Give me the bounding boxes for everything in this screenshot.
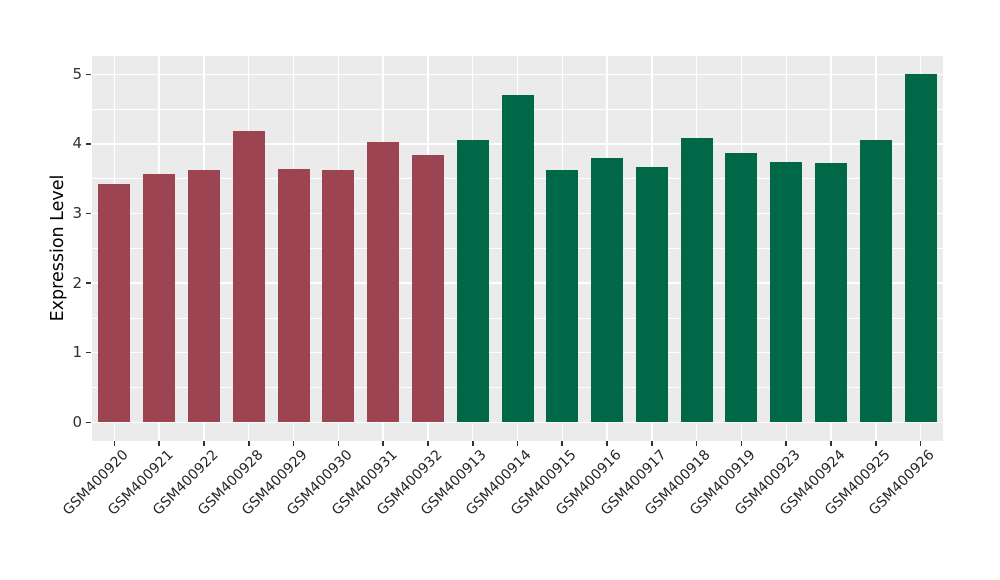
x-tick-mark — [919, 441, 922, 446]
bar — [98, 183, 131, 423]
plot-panel — [92, 56, 943, 441]
bar — [411, 155, 444, 423]
y-tick-mark — [86, 212, 91, 215]
bar — [591, 157, 624, 423]
bar — [187, 169, 220, 423]
bar — [904, 73, 937, 423]
bar — [143, 173, 176, 423]
x-tick-mark — [606, 441, 608, 446]
y-tick-mark — [86, 143, 91, 145]
bar — [456, 140, 489, 423]
x-tick-mark — [830, 441, 832, 446]
bar — [725, 152, 758, 423]
x-tick-mark — [247, 441, 250, 446]
y-tick-label: 4 — [72, 134, 82, 153]
x-tick-mark — [785, 441, 788, 446]
x-tick-mark — [337, 441, 340, 446]
bar — [277, 168, 310, 423]
bar — [770, 161, 803, 423]
x-tick-mark — [158, 441, 160, 446]
x-tick-mark — [113, 441, 116, 446]
y-tick-mark — [86, 351, 91, 354]
y-axis-title: Expression Level — [48, 174, 68, 322]
x-tick-mark — [695, 441, 698, 446]
y-tick-label: 1 — [72, 343, 82, 362]
x-tick-mark — [516, 441, 519, 446]
bar — [367, 141, 400, 423]
bar — [501, 95, 534, 423]
x-tick-mark — [427, 441, 429, 446]
y-tick-mark — [86, 73, 91, 76]
x-tick-mark — [471, 441, 474, 446]
bar — [232, 131, 265, 423]
x-tick-mark — [875, 441, 877, 446]
x-tick-mark — [292, 441, 295, 446]
x-tick-mark — [740, 441, 743, 446]
x-tick-mark — [203, 441, 205, 446]
bar — [680, 137, 713, 423]
bar — [859, 140, 892, 423]
bar — [546, 169, 579, 423]
x-tick-mark — [382, 441, 384, 446]
y-tick-label: 0 — [72, 412, 82, 431]
y-tick-label: 2 — [72, 273, 82, 292]
y-tick-mark — [86, 282, 91, 284]
y-tick-label: 3 — [72, 204, 82, 222]
y-tick-label: 5 — [72, 64, 82, 83]
bar — [815, 162, 848, 423]
x-tick-mark — [561, 441, 564, 446]
bar — [635, 166, 668, 423]
y-tick-mark — [86, 421, 91, 424]
bar — [322, 169, 355, 423]
x-tick-mark — [651, 441, 653, 446]
